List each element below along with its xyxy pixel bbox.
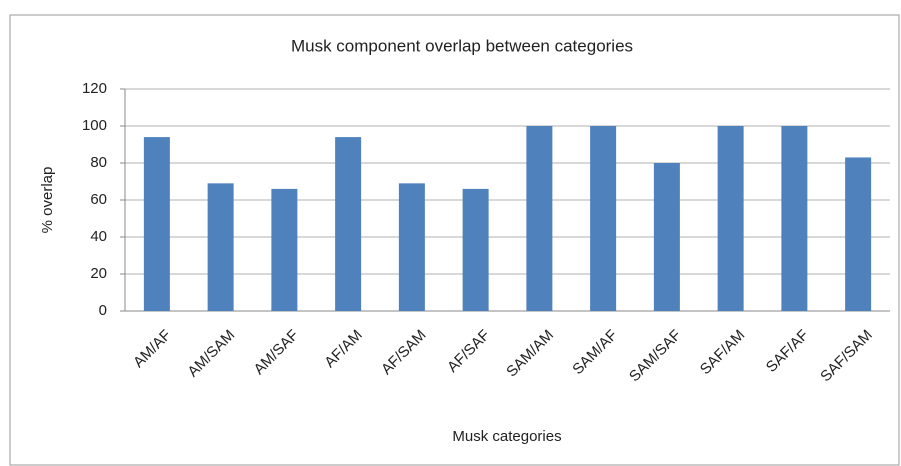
- y-tick-label: 0: [99, 302, 107, 319]
- y-tick-label: 60: [90, 191, 107, 208]
- bar: [143, 137, 170, 311]
- bar: [845, 157, 872, 311]
- chart-frame: [9, 14, 900, 466]
- bar: [271, 188, 298, 311]
- y-tick-label: 40: [90, 228, 107, 245]
- bar: [398, 183, 425, 311]
- bar: [335, 137, 362, 311]
- chart-title: Musk component overlap between categorie…: [291, 36, 633, 55]
- bar: [526, 126, 553, 311]
- y-axis-label: % overlap: [39, 167, 56, 234]
- bar: [462, 188, 489, 311]
- bar: [207, 183, 234, 311]
- y-tick-label: 80: [90, 154, 107, 171]
- x-axis-label: Musk categories: [452, 428, 561, 445]
- y-tick-label: 120: [82, 80, 107, 97]
- bar: [781, 126, 808, 311]
- bar: [590, 126, 617, 311]
- y-tick-label: 20: [90, 265, 107, 282]
- bar: [717, 126, 744, 311]
- y-tick-label: 100: [82, 117, 107, 134]
- bar: [653, 163, 680, 311]
